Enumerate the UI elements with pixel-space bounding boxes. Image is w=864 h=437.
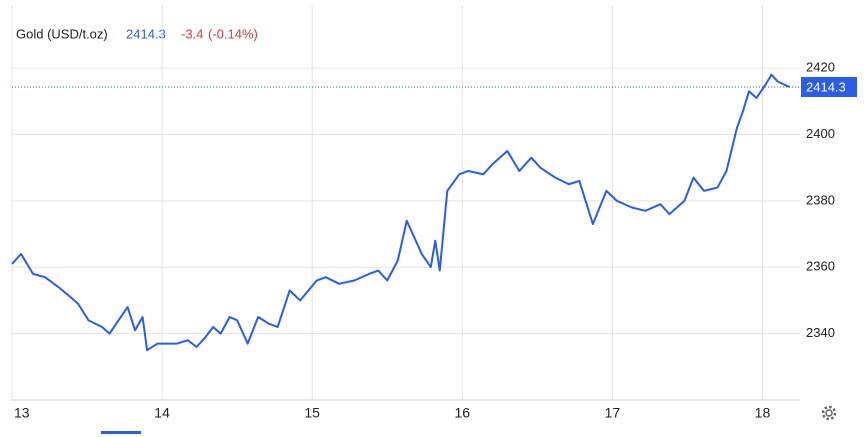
x-tick-label: 16: [454, 405, 470, 421]
x-tick-label: 13: [14, 405, 30, 421]
last-price: 2414.3: [126, 26, 166, 41]
y-tick-label: 2380: [806, 192, 835, 207]
range-indicator: [101, 431, 141, 434]
x-tick-label: 18: [755, 405, 771, 421]
y-tick-label: 2420: [806, 60, 835, 75]
last-price-badge-label: 2414.3: [806, 79, 846, 94]
x-tick-label: 14: [154, 405, 170, 421]
last-price-badge: [801, 76, 857, 97]
x-tick-label: 17: [605, 405, 621, 421]
change: -3.4: [181, 26, 203, 41]
y-tick-label: 2400: [806, 126, 835, 141]
chart-title: Gold (USD/t.oz): [16, 26, 108, 41]
y-tick-label: 2360: [806, 259, 835, 274]
change-percent: (-0.14%): [208, 26, 258, 41]
settings-icon[interactable]: [821, 405, 837, 421]
x-tick-label: 15: [304, 405, 320, 421]
price-line: [11, 73, 790, 352]
y-tick-label: 2340: [806, 325, 835, 340]
